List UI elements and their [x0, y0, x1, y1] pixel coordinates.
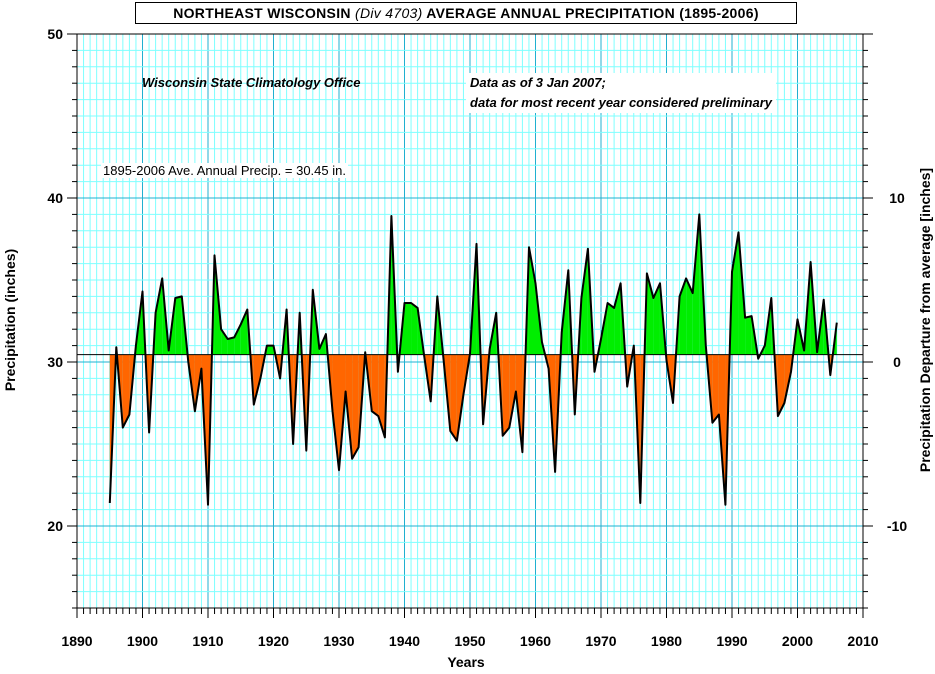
above-average-fill	[607, 302, 615, 355]
x-tick-label: 2000	[782, 633, 813, 649]
above-average-fill	[528, 247, 536, 355]
above-average-fill	[404, 302, 412, 355]
x-tick-label: 1930	[323, 633, 354, 649]
average-annotation: 1895-2006 Ave. Annual Precip. = 30.45 in…	[101, 163, 348, 178]
above-average-fill	[686, 278, 693, 355]
above-average-fill	[679, 278, 687, 355]
below-average-fill	[509, 354, 516, 428]
x-tick-label: 1960	[520, 633, 551, 649]
below-average-fill	[122, 354, 130, 428]
x-tick-label: 1890	[61, 633, 92, 649]
below-average-fill	[450, 354, 457, 441]
x-tick-label: 1980	[651, 633, 682, 649]
chart-title: NORTHEAST WISCONSIN (Div 4703) AVERAGE A…	[135, 2, 797, 24]
above-average-fill	[175, 296, 182, 355]
x-axis-label: Years	[447, 654, 485, 670]
source-note: Wisconsin State Climatology Office	[142, 75, 361, 90]
below-average-fill	[378, 354, 385, 438]
below-average-fill	[712, 354, 719, 423]
y-axis-label: Precipitation (inches)	[2, 248, 18, 392]
title-division: (Div 4703)	[355, 5, 423, 21]
y-tick-label: 40	[47, 190, 63, 206]
x-tick-label: 1970	[585, 633, 616, 649]
above-average-fill	[614, 283, 621, 355]
y-tick-label: 50	[47, 26, 63, 42]
below-average-fill	[332, 354, 339, 471]
above-average-fill	[653, 283, 660, 355]
below-average-fill	[371, 354, 379, 417]
data-date-line1: Data as of 3 Jan 2007;	[470, 75, 606, 90]
y2-tick-label: -10	[887, 518, 907, 534]
above-average-fill	[411, 302, 418, 355]
below-average-fill	[502, 354, 510, 436]
x-tick-label: 1920	[258, 633, 289, 649]
data-date-note: Data as of 3 Jan 2007; data for most rec…	[466, 73, 776, 113]
x-tick-label: 1950	[454, 633, 485, 649]
y2-tick-label: 0	[893, 354, 901, 370]
below-average-fill	[456, 354, 464, 441]
above-average-fill	[155, 278, 163, 355]
y-tick-label: 20	[47, 518, 63, 534]
above-average-fill	[745, 316, 752, 355]
below-average-fill	[253, 354, 261, 405]
above-average-fill	[227, 337, 235, 355]
above-average-fill	[234, 324, 241, 355]
data-date-line2: data for most recent year considered pre…	[470, 95, 772, 110]
above-average-fill	[581, 248, 588, 355]
title-prefix: NORTHEAST WISCONSIN	[173, 5, 351, 21]
below-average-fill	[352, 354, 359, 459]
above-average-fill	[221, 329, 228, 355]
above-average-fill	[692, 214, 700, 355]
y2-tick-label: 10	[889, 190, 905, 206]
x-tick-label: 2010	[847, 633, 878, 649]
x-tick-label: 1940	[389, 633, 420, 649]
above-average-fill	[266, 345, 274, 355]
below-average-fill	[777, 354, 785, 417]
x-tick-label: 1910	[192, 633, 223, 649]
x-tick-label: 1990	[716, 633, 747, 649]
title-suffix: AVERAGE ANNUAL PRECIPITATION (1895-2006)	[426, 5, 759, 21]
precipitation-series-line	[108, 213, 838, 506]
y-tick-label: 30	[47, 354, 63, 370]
axes: 1890 1900 1910 1920 1930 1940 1950 1960 1970 1980…	[47, 26, 907, 649]
y2-axis-label: Precipitation Departure from average [in…	[917, 167, 933, 473]
below-average-fill	[718, 354, 726, 505]
x-tick-label: 1900	[127, 633, 158, 649]
